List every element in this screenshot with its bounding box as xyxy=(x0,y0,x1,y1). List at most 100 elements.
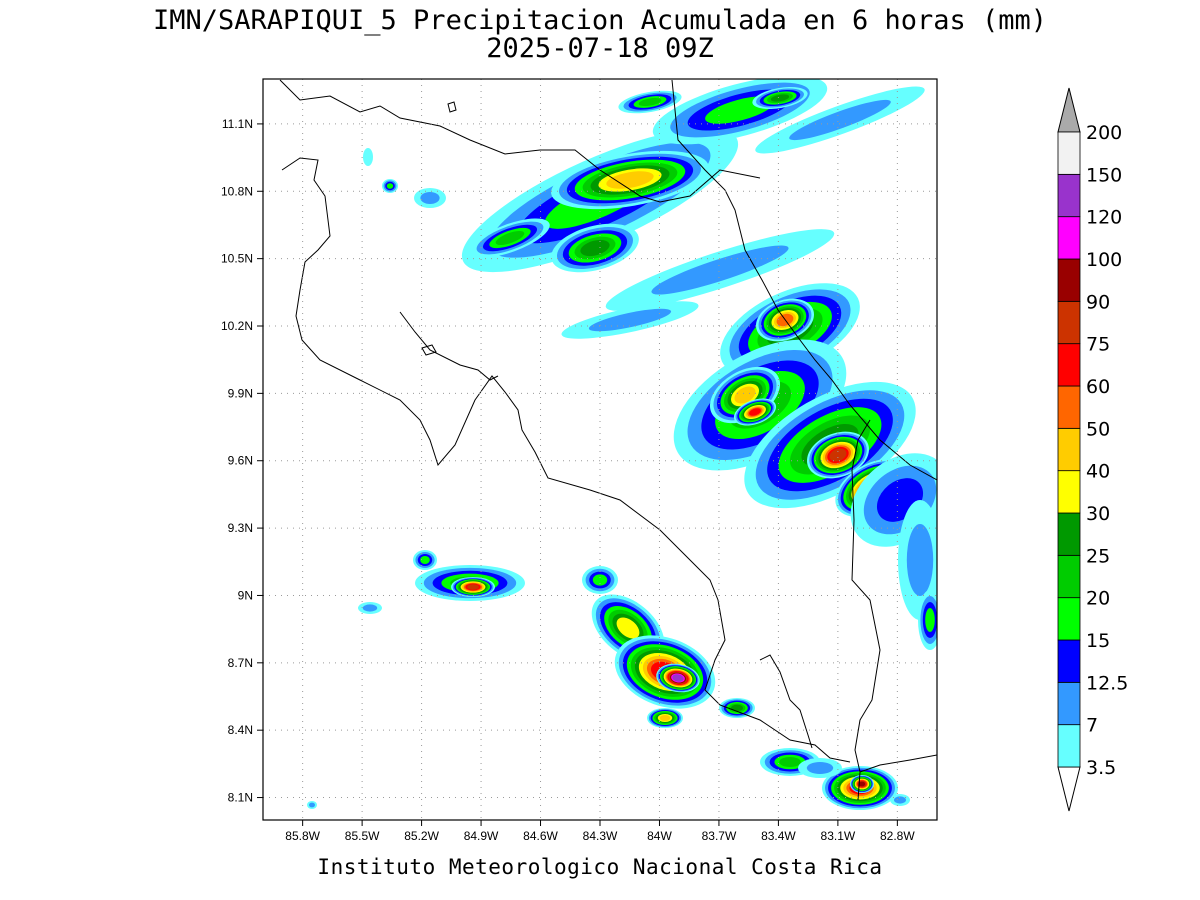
colorbar-swatch xyxy=(1057,258,1081,302)
colorbar-label: 20 xyxy=(1086,588,1110,610)
y-tick-label: 10.5N xyxy=(221,252,253,266)
colorbar-label: 75 xyxy=(1086,334,1110,356)
colorbar-label: 25 xyxy=(1086,545,1110,567)
y-tick-label: 11.1N xyxy=(222,117,253,131)
y-tick-label: 9.3N xyxy=(228,521,253,535)
x-tick-label: 84.3W xyxy=(583,829,618,843)
colorbar-swatch xyxy=(1057,216,1081,260)
precip-cell xyxy=(672,674,684,682)
precip-cell xyxy=(734,386,756,404)
precip-cell xyxy=(362,604,378,612)
y-tick-label: 9.9N xyxy=(228,386,253,400)
precip-cell xyxy=(606,171,654,189)
precip-cell xyxy=(420,556,430,564)
precip-cell xyxy=(906,524,934,596)
precip-cell xyxy=(925,608,935,632)
precip-cell xyxy=(829,448,847,462)
x-tick-label: 83.1W xyxy=(821,829,856,843)
colorbar-label: 120 xyxy=(1086,207,1122,229)
coastline-segment xyxy=(859,754,937,773)
y-tick-label: 9.6N xyxy=(228,454,253,468)
y-tick-label: 10.2N xyxy=(221,319,253,333)
coastline-segment xyxy=(759,654,813,749)
precip-cell xyxy=(580,239,610,257)
precip-cell xyxy=(770,94,790,102)
colorbar-swatch xyxy=(1057,597,1081,641)
map-timestamp: 2025-07-18 09Z xyxy=(486,33,714,64)
y-tick-label: 10.8N xyxy=(221,184,253,198)
colorbar-label: 50 xyxy=(1086,418,1110,440)
precip-cell xyxy=(858,781,866,787)
colorbar: 3.5 7 12.5 15 20 25 30 40 50 60 75 90 100 120 150 200 xyxy=(1057,87,1128,812)
colorbar-swatch xyxy=(1057,512,1081,556)
coastline-segment xyxy=(281,157,851,763)
y-tick-label: 8.7N xyxy=(228,656,253,670)
colorbar-swatch xyxy=(1057,300,1081,345)
colorbar-swatch xyxy=(1057,343,1081,387)
colorbar-swatch xyxy=(1057,639,1081,683)
axis-ticks: 85.8W 85.5W 85.2W 84.9W 84.6W 84.3W 84W 83.7W 83… xyxy=(221,117,915,843)
coastline-segment xyxy=(399,311,499,381)
colorbar-label: 60 xyxy=(1086,376,1110,398)
precip-cell xyxy=(592,574,608,586)
colorbar-swatch xyxy=(1057,724,1081,768)
precip-cell xyxy=(638,97,662,107)
precip-cell xyxy=(731,704,743,712)
precip-cell xyxy=(659,715,671,721)
map-title: IMN/SARAPIQUI_5 Precipitacion Acumulada … xyxy=(152,5,1048,36)
colorbar-swatch xyxy=(1057,427,1081,472)
colorbar-label: 7 xyxy=(1086,715,1098,737)
x-tick-label: 84W xyxy=(647,829,672,843)
coastline-segment xyxy=(851,419,881,801)
x-tick-label: 85.8W xyxy=(285,829,320,843)
y-tick-label: 8.4N xyxy=(228,723,253,737)
lat-lon-grid xyxy=(263,79,937,820)
colorbar-swatch xyxy=(1057,131,1081,175)
precip-cell xyxy=(420,192,440,204)
colorbar-label: 90 xyxy=(1086,291,1110,313)
precip-cell xyxy=(495,230,525,246)
y-tick-label: 9N xyxy=(238,588,253,602)
colorbar-label: 200 xyxy=(1086,122,1122,144)
coastline-segment xyxy=(421,344,437,356)
coastline-segment xyxy=(279,79,761,203)
colorbar-label: 30 xyxy=(1086,503,1110,525)
precip-cell xyxy=(386,183,394,189)
precip-cell xyxy=(588,308,672,332)
colorbar-label: 3.5 xyxy=(1086,757,1116,779)
colorbar-swatch xyxy=(1057,385,1081,429)
colorbar-label: 40 xyxy=(1086,461,1110,483)
precip-cell xyxy=(616,617,640,639)
colorbar-under-triangle xyxy=(1057,766,1081,812)
precip-cell xyxy=(467,584,479,590)
colorbar-label: 100 xyxy=(1086,249,1122,271)
y-tick-label: 8.1N xyxy=(228,791,253,805)
x-tick-label: 84.9W xyxy=(464,829,499,843)
x-tick-label: 84.6W xyxy=(523,829,558,843)
x-tick-label: 83.4W xyxy=(761,829,796,843)
precip-cell xyxy=(894,796,906,804)
precip-cell xyxy=(749,408,761,416)
x-tick-label: 83.7W xyxy=(702,829,737,843)
colorbar-swatch xyxy=(1057,681,1081,726)
precip-cell xyxy=(309,802,315,808)
x-tick-label: 85.5W xyxy=(345,829,380,843)
colorbar-swatch xyxy=(1057,554,1081,599)
precip-cell xyxy=(779,756,801,768)
precip-cell xyxy=(363,148,373,166)
x-tick-label: 85.2W xyxy=(404,829,439,843)
coastlines-and-borders xyxy=(279,79,937,801)
precip-cell xyxy=(789,99,891,141)
colorbar-swatch xyxy=(1057,470,1081,514)
precip-cell xyxy=(651,245,789,295)
x-tick-label: 82.8W xyxy=(880,829,915,843)
footer-credit: Instituto Meteorologico Nacional Costa R… xyxy=(317,855,883,879)
coastline-segment xyxy=(447,101,457,113)
colorbar-label: 12.5 xyxy=(1086,672,1128,694)
colorbar-label: 150 xyxy=(1086,164,1122,186)
colorbar-over-triangle xyxy=(1057,87,1081,133)
precipitation-field xyxy=(307,79,937,810)
precip-cell xyxy=(806,762,834,774)
coastline-segment xyxy=(671,79,937,481)
